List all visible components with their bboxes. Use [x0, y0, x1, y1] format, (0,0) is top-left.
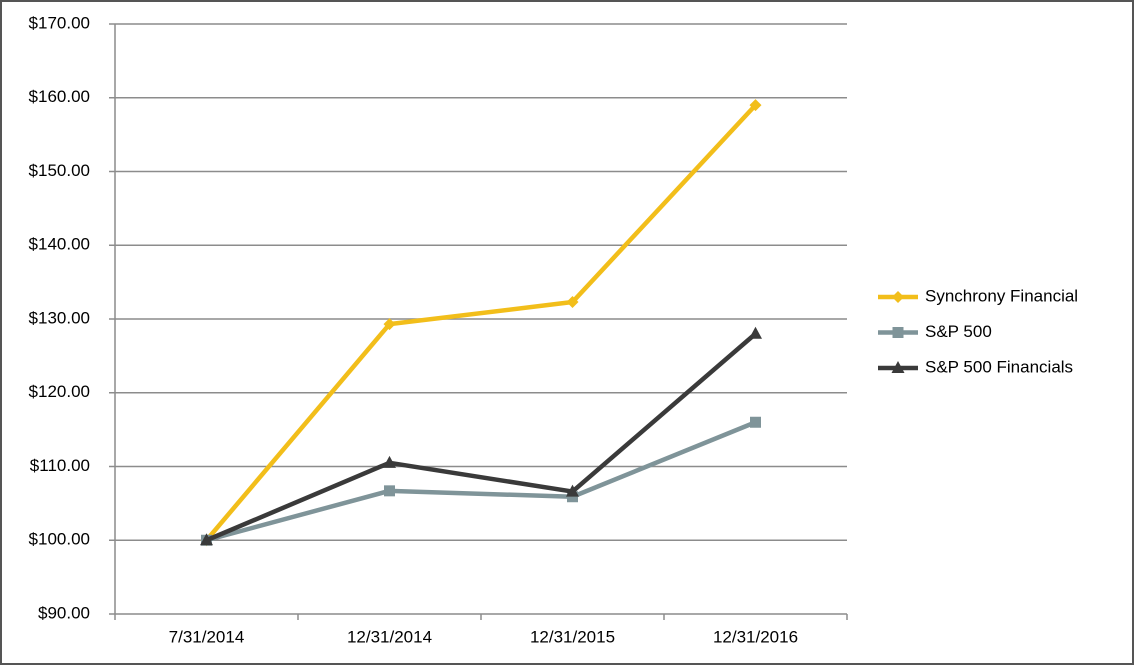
series-line [205, 332, 757, 543]
data-point [383, 318, 396, 331]
legend-marker [891, 361, 905, 373]
x-tick-label: 12/31/2016 [713, 627, 798, 646]
data-point [749, 326, 762, 339]
y-tick-label: $130.00 [29, 308, 90, 327]
y-tick-label: $100.00 [29, 530, 90, 549]
legend-marker [892, 327, 904, 338]
series-line [204, 103, 758, 542]
data-point [749, 99, 762, 112]
data-point [566, 296, 579, 309]
data-point [384, 485, 395, 497]
x-tick-label: 12/31/2014 [347, 627, 432, 646]
legend-label: Synchrony Financial [925, 286, 1078, 305]
legend-label: S&P 500 [925, 322, 992, 341]
data-point [566, 484, 579, 497]
series-line [205, 420, 757, 543]
x-tick-label: 7/31/2014 [169, 627, 245, 646]
x-tick-label: 12/31/2015 [530, 627, 615, 646]
y-tick-label: $140.00 [29, 235, 90, 254]
y-tick-label: $160.00 [29, 87, 90, 106]
y-tick-label: $170.00 [29, 13, 90, 32]
data-point [383, 455, 396, 468]
data-point [200, 533, 213, 546]
data-point [750, 416, 761, 428]
legend-label: S&P 500 Financials [925, 357, 1073, 376]
y-tick-label: $110.00 [30, 456, 90, 475]
legend-marker [892, 291, 904, 303]
y-tick-label: $90.00 [38, 603, 90, 622]
y-tick-label: $150.00 [29, 161, 90, 180]
y-tick-label: $120.00 [29, 382, 90, 401]
